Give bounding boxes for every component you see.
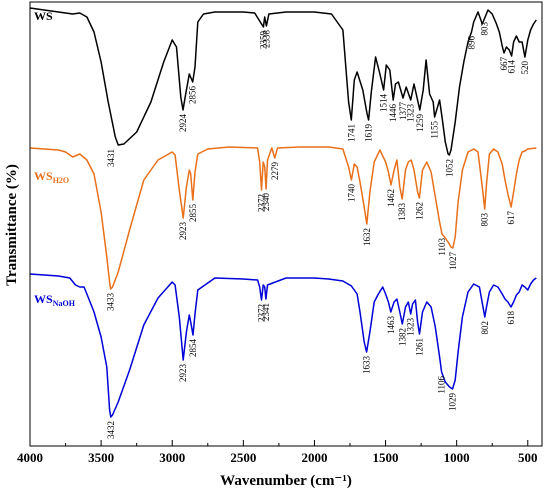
peak-label: 667 (499, 57, 509, 71)
plot-frame (29, 1, 543, 447)
series-line-1 (29, 7, 537, 156)
x-tick-label: 1500 (373, 450, 399, 465)
series-line-2 (29, 146, 537, 290)
peak-label: 1463 (386, 316, 396, 335)
peak-label: 2854 (188, 339, 198, 358)
peak-label: 1262 (414, 202, 424, 220)
x-tick-label: 3000 (159, 450, 185, 465)
peak-label: 1633 (362, 356, 372, 375)
peak-label: 3431 (106, 149, 116, 167)
peak-label: 2372 (257, 304, 267, 322)
peak-label: 2856 (188, 86, 198, 105)
peak-label: 1462 (386, 189, 396, 207)
peak-label: 1446 (388, 104, 398, 123)
x-tick-label: 500 (518, 450, 538, 465)
peak-label: 1106 (437, 376, 447, 394)
y-axis-title: Transmittance (%) (4, 164, 20, 286)
series-line-3 (29, 273, 537, 418)
x-tick-label: 3500 (88, 450, 114, 465)
series-name-2: WSH2O (34, 169, 69, 185)
peak-label: 1514 (379, 94, 389, 113)
peak-label: 896 (467, 36, 477, 50)
peak-label: 2924 (178, 114, 188, 133)
peak-label: 2279 (270, 162, 280, 181)
x-tick-label: 4000 (17, 450, 43, 465)
x-tick-label: 2500 (230, 450, 256, 465)
x-axis-title: Wavenumber (cm⁻¹) (220, 473, 352, 489)
peak-label: 1323 (406, 104, 416, 123)
peak-label: 1261 (415, 338, 425, 356)
peak-label: 3432 (106, 421, 116, 439)
peak-label: 2340 (261, 193, 271, 212)
series-name-3: WSNaOH (34, 292, 76, 308)
series-layer (29, 7, 537, 418)
series-name-1: WS (34, 9, 53, 23)
peak-label: 618 (506, 311, 516, 325)
peak-label: 1103 (437, 238, 447, 256)
peak-label: 1383 (397, 203, 407, 222)
peak-label: 1052 (444, 159, 454, 177)
peak-label: 2341 (261, 303, 271, 321)
x-ticks: 4000 3500 3000 2500 2000 1500 1000 500 (17, 440, 538, 465)
peak-label: 3433 (106, 293, 116, 312)
peak-label: 2359 (258, 31, 268, 50)
peak-label: 2338 (261, 30, 271, 49)
peak-label: 614 (507, 60, 517, 74)
peak-label: 2923 (178, 364, 188, 383)
peak-label: 1382 (397, 328, 407, 346)
peak-label: 1323 (406, 318, 416, 337)
x-tick-label: 2000 (301, 450, 327, 465)
series-name-subscript: NaOH (53, 299, 76, 308)
peak-label: 1027 (448, 252, 458, 271)
peak-label: 1155 (430, 121, 440, 139)
peak-label: 802 (480, 321, 490, 335)
peak-label: 1259 (415, 114, 425, 133)
peak-label: 2855 (188, 204, 198, 223)
x-tick-label: 1000 (444, 450, 470, 465)
series-names: WS WSH2O WSNaOH (34, 9, 76, 308)
peak-label: 617 (506, 211, 516, 225)
peak-label: 1377 (398, 102, 408, 121)
peak-label: 1740 (346, 184, 356, 203)
axes (29, 1, 543, 447)
peak-label: 1632 (362, 228, 372, 246)
series-name-subscript: H2O (53, 176, 69, 185)
peak-label: 1619 (364, 124, 374, 143)
peak-label: 1741 (346, 124, 356, 142)
peak-label: 803 (480, 213, 490, 227)
peak-label: 1029 (448, 393, 458, 412)
peak-label: 2372 (257, 194, 267, 212)
peak-label: 2923 (178, 222, 188, 241)
peak-label: 803 (480, 22, 490, 36)
peak-label: 520 (520, 61, 530, 75)
